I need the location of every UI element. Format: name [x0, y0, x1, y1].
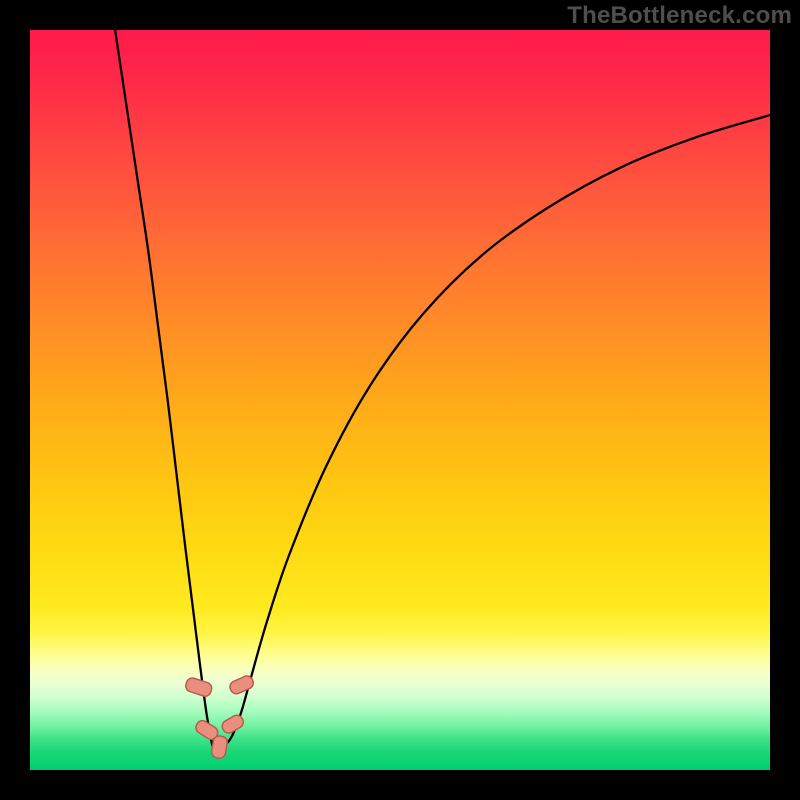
watermark-text: TheBottleneck.com [567, 2, 792, 30]
plot-area-gradient [30, 30, 770, 770]
bottleneck-curve-chart [0, 0, 800, 800]
stage: TheBottleneck.com [0, 0, 800, 800]
